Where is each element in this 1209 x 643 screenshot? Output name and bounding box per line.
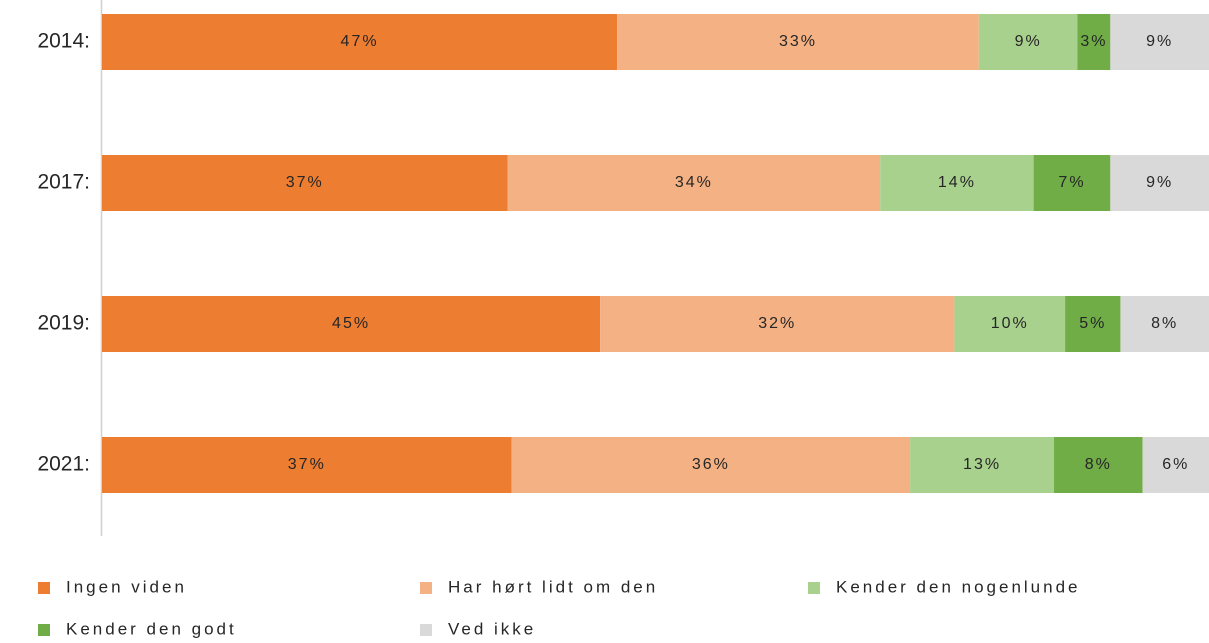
bar-segment — [102, 14, 618, 70]
legend-swatch — [420, 582, 432, 594]
legend-swatch — [420, 624, 432, 636]
data-label: 36% — [692, 456, 730, 473]
data-label: 9% — [1015, 33, 1042, 50]
bar-segment — [1065, 296, 1121, 352]
bar-segment — [1033, 155, 1111, 211]
legend-label: Kender den nogenlunde — [836, 577, 1081, 596]
category-label: 2014: — [37, 30, 90, 53]
bar-segment — [511, 437, 911, 493]
data-label: 8% — [1151, 315, 1178, 332]
bar-segment — [600, 296, 955, 352]
bar-segment — [102, 296, 601, 352]
bar-segment — [978, 14, 1078, 70]
data-label: 37% — [286, 174, 324, 191]
bar-segment — [880, 155, 1034, 211]
legend-label: Ingen viden — [66, 577, 187, 596]
data-label: 14% — [938, 174, 976, 191]
bar-segment — [507, 155, 881, 211]
legend-label: Ved ikke — [448, 619, 536, 638]
category-label: 2017: — [37, 171, 90, 194]
bar-segment — [1110, 14, 1209, 70]
data-label: 3% — [1080, 33, 1107, 50]
bar-segment — [954, 296, 1066, 352]
data-label: 45% — [332, 315, 370, 332]
legend-swatch — [38, 582, 50, 594]
data-label: 32% — [758, 315, 796, 332]
bar-segment — [617, 14, 979, 70]
data-label: 8% — [1085, 456, 1112, 473]
bar-segment — [102, 437, 512, 493]
category-label: 2019: — [37, 312, 90, 335]
bar-segment — [1110, 155, 1209, 211]
bar-segment — [1120, 296, 1209, 352]
data-label: 13% — [963, 456, 1001, 473]
data-label: 47% — [341, 33, 379, 50]
data-label: 5% — [1079, 315, 1106, 332]
data-label: 6% — [1162, 456, 1189, 473]
legend-swatch — [808, 582, 820, 594]
data-label: 9% — [1146, 33, 1173, 50]
bar-segment — [1054, 437, 1143, 493]
data-label: 34% — [675, 174, 713, 191]
bar-segment — [102, 155, 508, 211]
data-label: 37% — [288, 456, 326, 473]
legend-label: Har hørt lidt om den — [448, 577, 658, 596]
data-label: 7% — [1058, 174, 1085, 191]
data-label: 9% — [1146, 174, 1173, 191]
legend-label: Kender den godt — [66, 619, 237, 638]
data-label: 10% — [991, 315, 1029, 332]
legend-swatch — [38, 624, 50, 636]
data-label: 33% — [779, 33, 817, 50]
category-label: 2021: — [37, 453, 90, 476]
bar-segment — [910, 437, 1055, 493]
bar-segment — [1142, 437, 1209, 493]
bar-segment — [1077, 14, 1111, 70]
